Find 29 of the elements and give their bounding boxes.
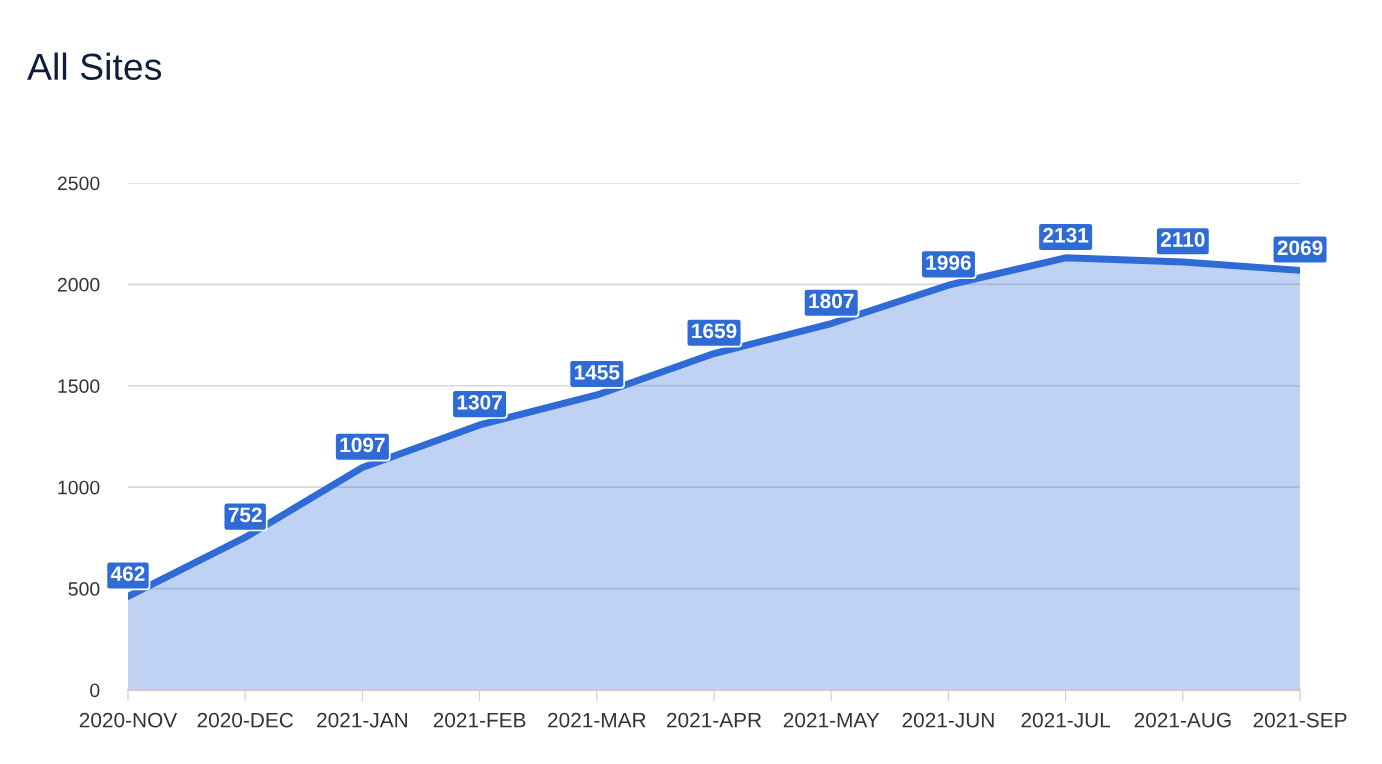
x-tick-label: 2021-JUN <box>902 712 994 728</box>
x-tick-label: 2021-FEB <box>433 712 526 728</box>
y-tick-label: 500 <box>68 582 100 596</box>
x-tick-label: 2021-MAR <box>548 712 646 728</box>
x-tick-label: 2021-APR <box>667 712 762 728</box>
y-tick-label: 2500 <box>57 176 100 191</box>
x-tick-label: 2021-AUG <box>1134 712 1231 728</box>
data-label: 462 <box>110 566 145 582</box>
data-label: 1097 <box>340 437 385 453</box>
data-label: 2110 <box>1160 232 1205 247</box>
data-label: 2069 <box>1277 240 1323 256</box>
y-tick-label: 0 <box>90 683 100 698</box>
x-tick-label: 2020-NOV <box>79 712 178 728</box>
data-label: 1659 <box>692 323 737 339</box>
y-tick-label: 2000 <box>57 277 100 292</box>
data-label: 1307 <box>457 394 502 410</box>
x-tick-label: 2021-SEP <box>1253 712 1347 728</box>
y-tick-label: 1000 <box>58 480 100 495</box>
data-label: 752 <box>228 507 262 523</box>
x-tick-label: 2021-MAY <box>783 712 880 728</box>
x-tick-label: 2021-JAN <box>317 712 408 728</box>
data-label: 1996 <box>926 255 971 270</box>
data-label: 2131 <box>1043 227 1089 243</box>
data-label: 1807 <box>809 293 854 309</box>
chart-title: All Sites <box>27 52 162 81</box>
y-tick-label: 1500 <box>58 379 100 394</box>
x-tick-label: 2020-DEC <box>197 712 294 728</box>
x-tick-label: 2021-JUL <box>1021 712 1111 728</box>
data-label: 1455 <box>574 365 620 380</box>
